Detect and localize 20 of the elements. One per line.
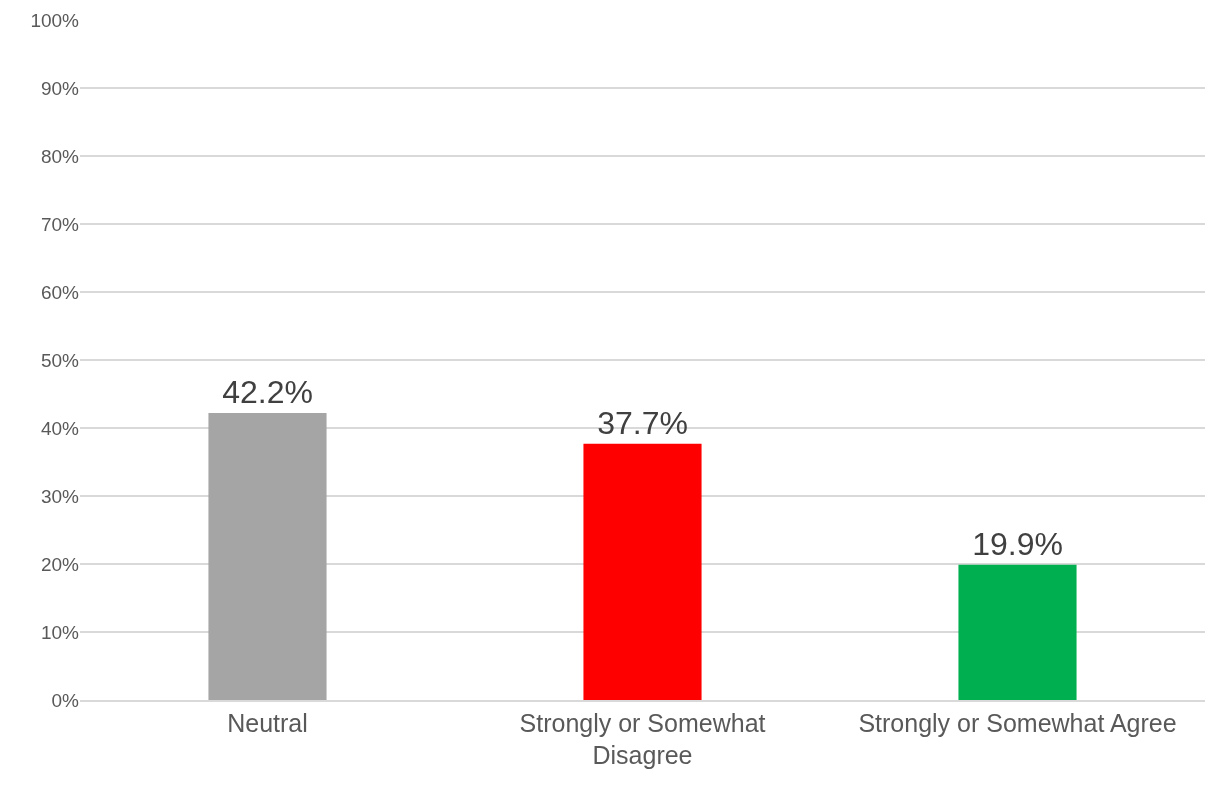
y-tick-label: 0% <box>51 689 80 711</box>
y-tick-label: 20% <box>40 553 80 575</box>
data-label: 19.9% <box>972 525 1063 562</box>
bar <box>583 443 702 700</box>
y-tick-label: 40% <box>40 417 80 439</box>
x-tick-label: Strongly or Somewhat Disagree <box>519 708 766 769</box>
y-tick-label: 70% <box>40 213 80 235</box>
y-tick-label: 30% <box>40 485 80 507</box>
y-tick-label: 60% <box>40 281 80 303</box>
data-label: 42.2% <box>222 374 313 411</box>
y-tick-label: 100% <box>30 9 80 31</box>
x-tick-label: Neutral <box>227 708 308 737</box>
y-tick-label: 50% <box>40 349 80 371</box>
y-tick-label: 10% <box>40 621 80 643</box>
x-tick-label: Strongly or Somewhat Agree <box>858 708 1177 737</box>
data-label: 37.7% <box>597 404 688 441</box>
y-tick-label: 80% <box>40 145 80 167</box>
bar <box>958 564 1077 700</box>
y-tick-label: 90% <box>40 77 80 99</box>
bar <box>208 413 327 700</box>
